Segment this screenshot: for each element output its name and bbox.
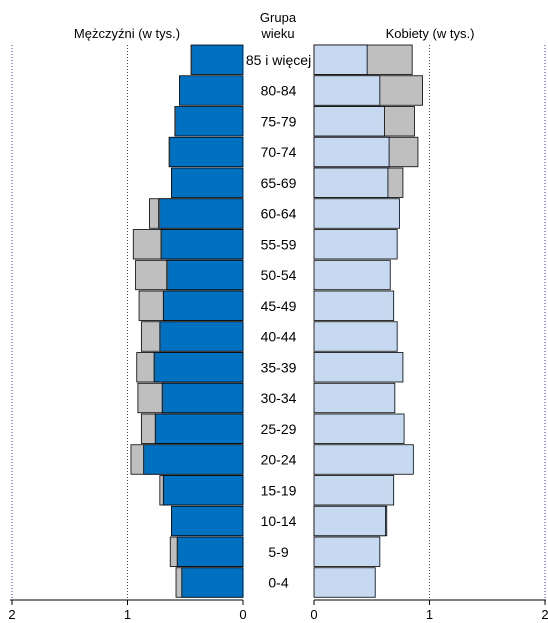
female-bar bbox=[313, 352, 404, 383]
male-bar bbox=[161, 382, 244, 414]
axes: 2 1 0 0 1 2 bbox=[8, 599, 548, 622]
female-bar bbox=[313, 167, 389, 198]
female-bars bbox=[313, 44, 423, 598]
female-bar bbox=[313, 321, 398, 352]
male-bar bbox=[159, 321, 244, 352]
male-bar bbox=[162, 290, 244, 321]
female-bar bbox=[313, 106, 385, 137]
age-group-label: 40-44 bbox=[261, 329, 297, 345]
age-group-label: 55-59 bbox=[261, 236, 297, 252]
male-bar bbox=[160, 229, 244, 260]
tick-label: 2 bbox=[8, 607, 15, 622]
male-bars bbox=[130, 44, 244, 598]
age-group-label: 0-4 bbox=[268, 575, 288, 591]
left-axis-title: Mężczyźni (w tys.) bbox=[74, 26, 180, 41]
age-group-label: 25-29 bbox=[261, 421, 297, 437]
male-bar bbox=[179, 75, 244, 106]
male-bar bbox=[162, 475, 244, 506]
age-group-label: 65-69 bbox=[261, 175, 297, 191]
female-bar bbox=[313, 290, 395, 321]
male-bar bbox=[190, 44, 244, 75]
grid-lines bbox=[11, 45, 546, 600]
age-group-label: 45-49 bbox=[261, 298, 297, 314]
right-axis-title: Kobiety (w tys.) bbox=[386, 26, 475, 41]
female-bar bbox=[313, 136, 390, 168]
tick-label: 2 bbox=[541, 607, 548, 622]
female-bar bbox=[313, 475, 395, 506]
male-bar bbox=[181, 567, 244, 598]
age-group-label: 20-24 bbox=[261, 452, 297, 468]
male-bar bbox=[170, 167, 244, 198]
male-bar bbox=[176, 536, 244, 567]
female-bar bbox=[313, 567, 376, 598]
age-group-label: 50-54 bbox=[261, 267, 297, 283]
female-bar bbox=[313, 229, 398, 260]
female-bar bbox=[313, 505, 387, 537]
age-group-label: 10-14 bbox=[261, 513, 297, 529]
center-header-line-2: wieku bbox=[260, 26, 294, 41]
male-bar bbox=[154, 413, 244, 444]
female-bar bbox=[313, 259, 391, 291]
age-group-label: 85 i więcej bbox=[246, 52, 311, 68]
female-bar bbox=[313, 382, 396, 414]
male-bar bbox=[170, 505, 244, 537]
female-bar bbox=[313, 536, 381, 567]
male-bar bbox=[153, 352, 244, 383]
age-group-label: 80-84 bbox=[261, 83, 297, 99]
female-bar bbox=[313, 444, 414, 475]
male-bar bbox=[168, 136, 244, 168]
female-bar bbox=[313, 75, 381, 106]
female-bar bbox=[313, 198, 400, 229]
age-group-label: 5-9 bbox=[268, 544, 288, 560]
age-group-label: 15-19 bbox=[261, 482, 297, 498]
male-bar bbox=[174, 106, 244, 137]
female-bar bbox=[313, 413, 405, 444]
age-group-label: 30-34 bbox=[261, 390, 297, 406]
male-bar bbox=[143, 444, 244, 475]
age-group-label: 60-64 bbox=[261, 206, 297, 222]
age-group-label: 70-74 bbox=[261, 144, 297, 160]
age-group-label: 35-39 bbox=[261, 359, 297, 375]
tick-label: 1 bbox=[124, 607, 131, 622]
male-bar bbox=[158, 198, 244, 229]
tick-label: 0 bbox=[310, 607, 317, 622]
female-bar bbox=[313, 44, 368, 75]
tick-label: 1 bbox=[426, 607, 433, 622]
center-header-line-1: Grupa bbox=[260, 10, 297, 25]
age-group-label: 75-79 bbox=[261, 113, 297, 129]
tick-label: 0 bbox=[239, 607, 246, 622]
male-bar bbox=[166, 259, 244, 291]
age-group-labels: 85 i więcej 80-84 75-79 70-74 65-69 60-64 55-5… bbox=[246, 52, 311, 591]
